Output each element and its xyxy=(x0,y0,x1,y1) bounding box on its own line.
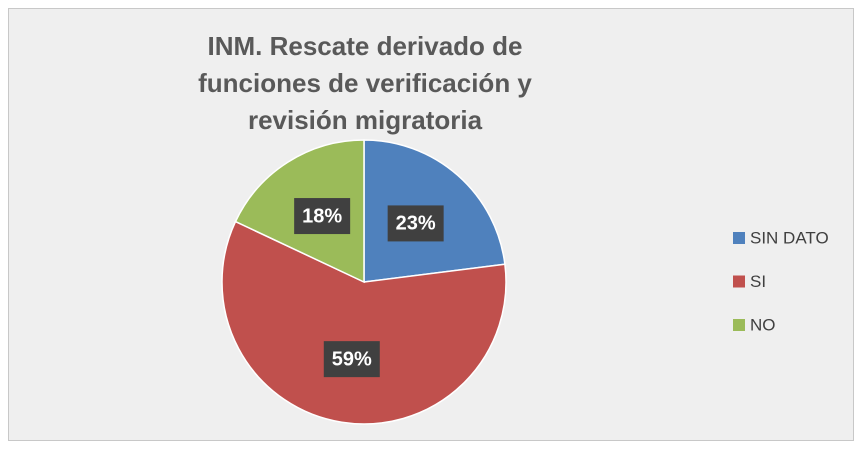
legend-swatch xyxy=(733,275,745,288)
data-label-box xyxy=(294,198,351,235)
data-label: 18% xyxy=(302,205,342,227)
data-label-box xyxy=(323,341,380,378)
legend-swatch xyxy=(733,232,745,244)
legend-swatch xyxy=(733,319,745,331)
data-label: 59% xyxy=(332,348,372,370)
legend-label: SIN DATO xyxy=(750,228,829,247)
pie-slice xyxy=(221,220,507,425)
data-label-box xyxy=(387,205,444,242)
data-label: 23% xyxy=(396,213,436,235)
legend-label: NO xyxy=(750,315,776,334)
legend-label: SI xyxy=(750,272,766,291)
chart-title: INM. Rescate derivado de funciones de ve… xyxy=(198,31,532,135)
